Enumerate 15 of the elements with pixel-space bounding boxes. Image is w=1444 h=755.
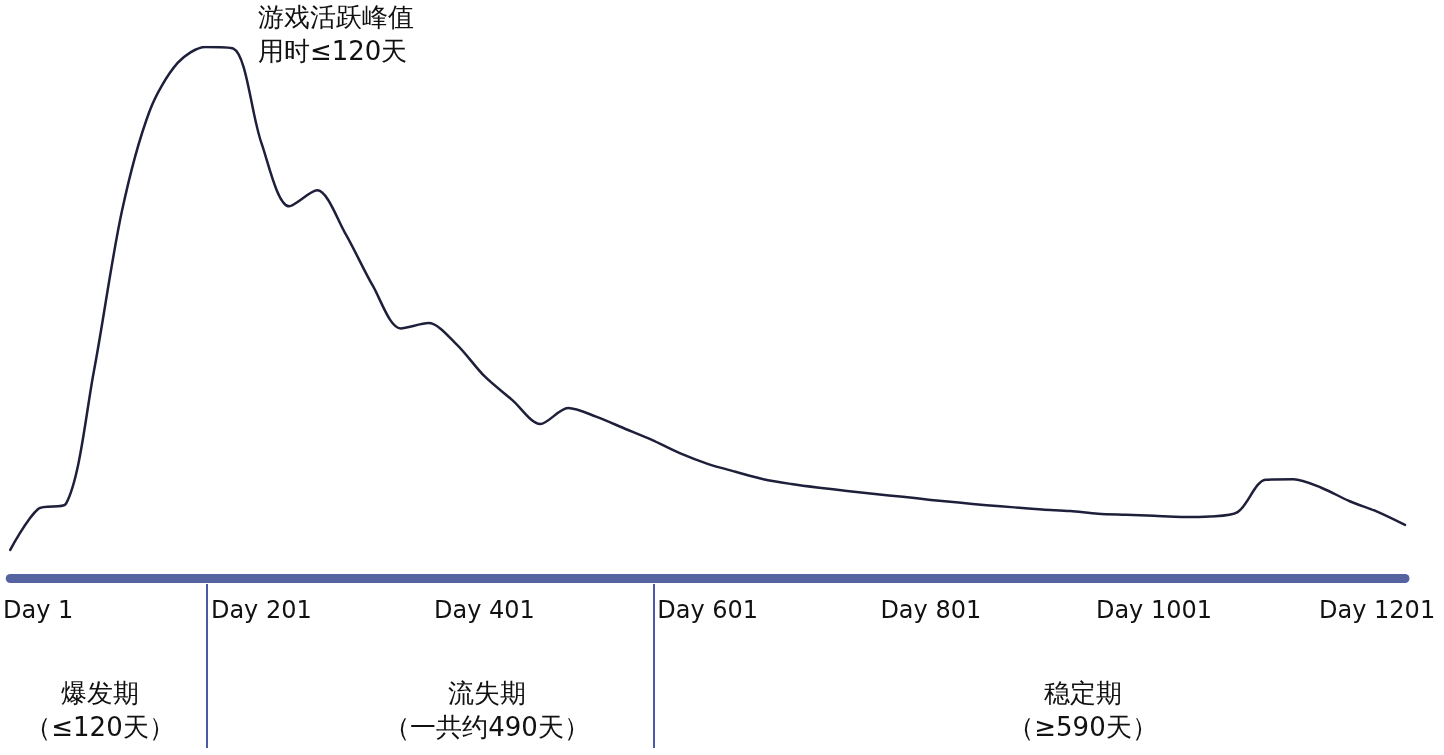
text: 游戏活跃峰值 xyxy=(258,2,414,32)
text: （一共约490天） xyxy=(384,712,590,742)
x-tick-label: Day 1201 xyxy=(1319,596,1436,624)
text: 稳定期 xyxy=(1044,678,1122,708)
x-tick-label: Day 1 xyxy=(3,596,74,624)
x-tick-label: Day 201 xyxy=(210,596,312,624)
x-tick-label: Day 601 xyxy=(657,596,759,624)
text: 流失期 xyxy=(448,678,526,708)
annotation: 用时≤120天 xyxy=(258,36,408,66)
x-tick-label: Day 401 xyxy=(434,596,535,624)
text: （≤120天） xyxy=(25,712,175,742)
x-tick-label: Day 801 xyxy=(880,596,982,624)
text: （≥590天） xyxy=(1008,712,1158,742)
x-tick-label: Day 1001 xyxy=(1095,596,1212,624)
text: 爆发期 xyxy=(61,678,139,708)
